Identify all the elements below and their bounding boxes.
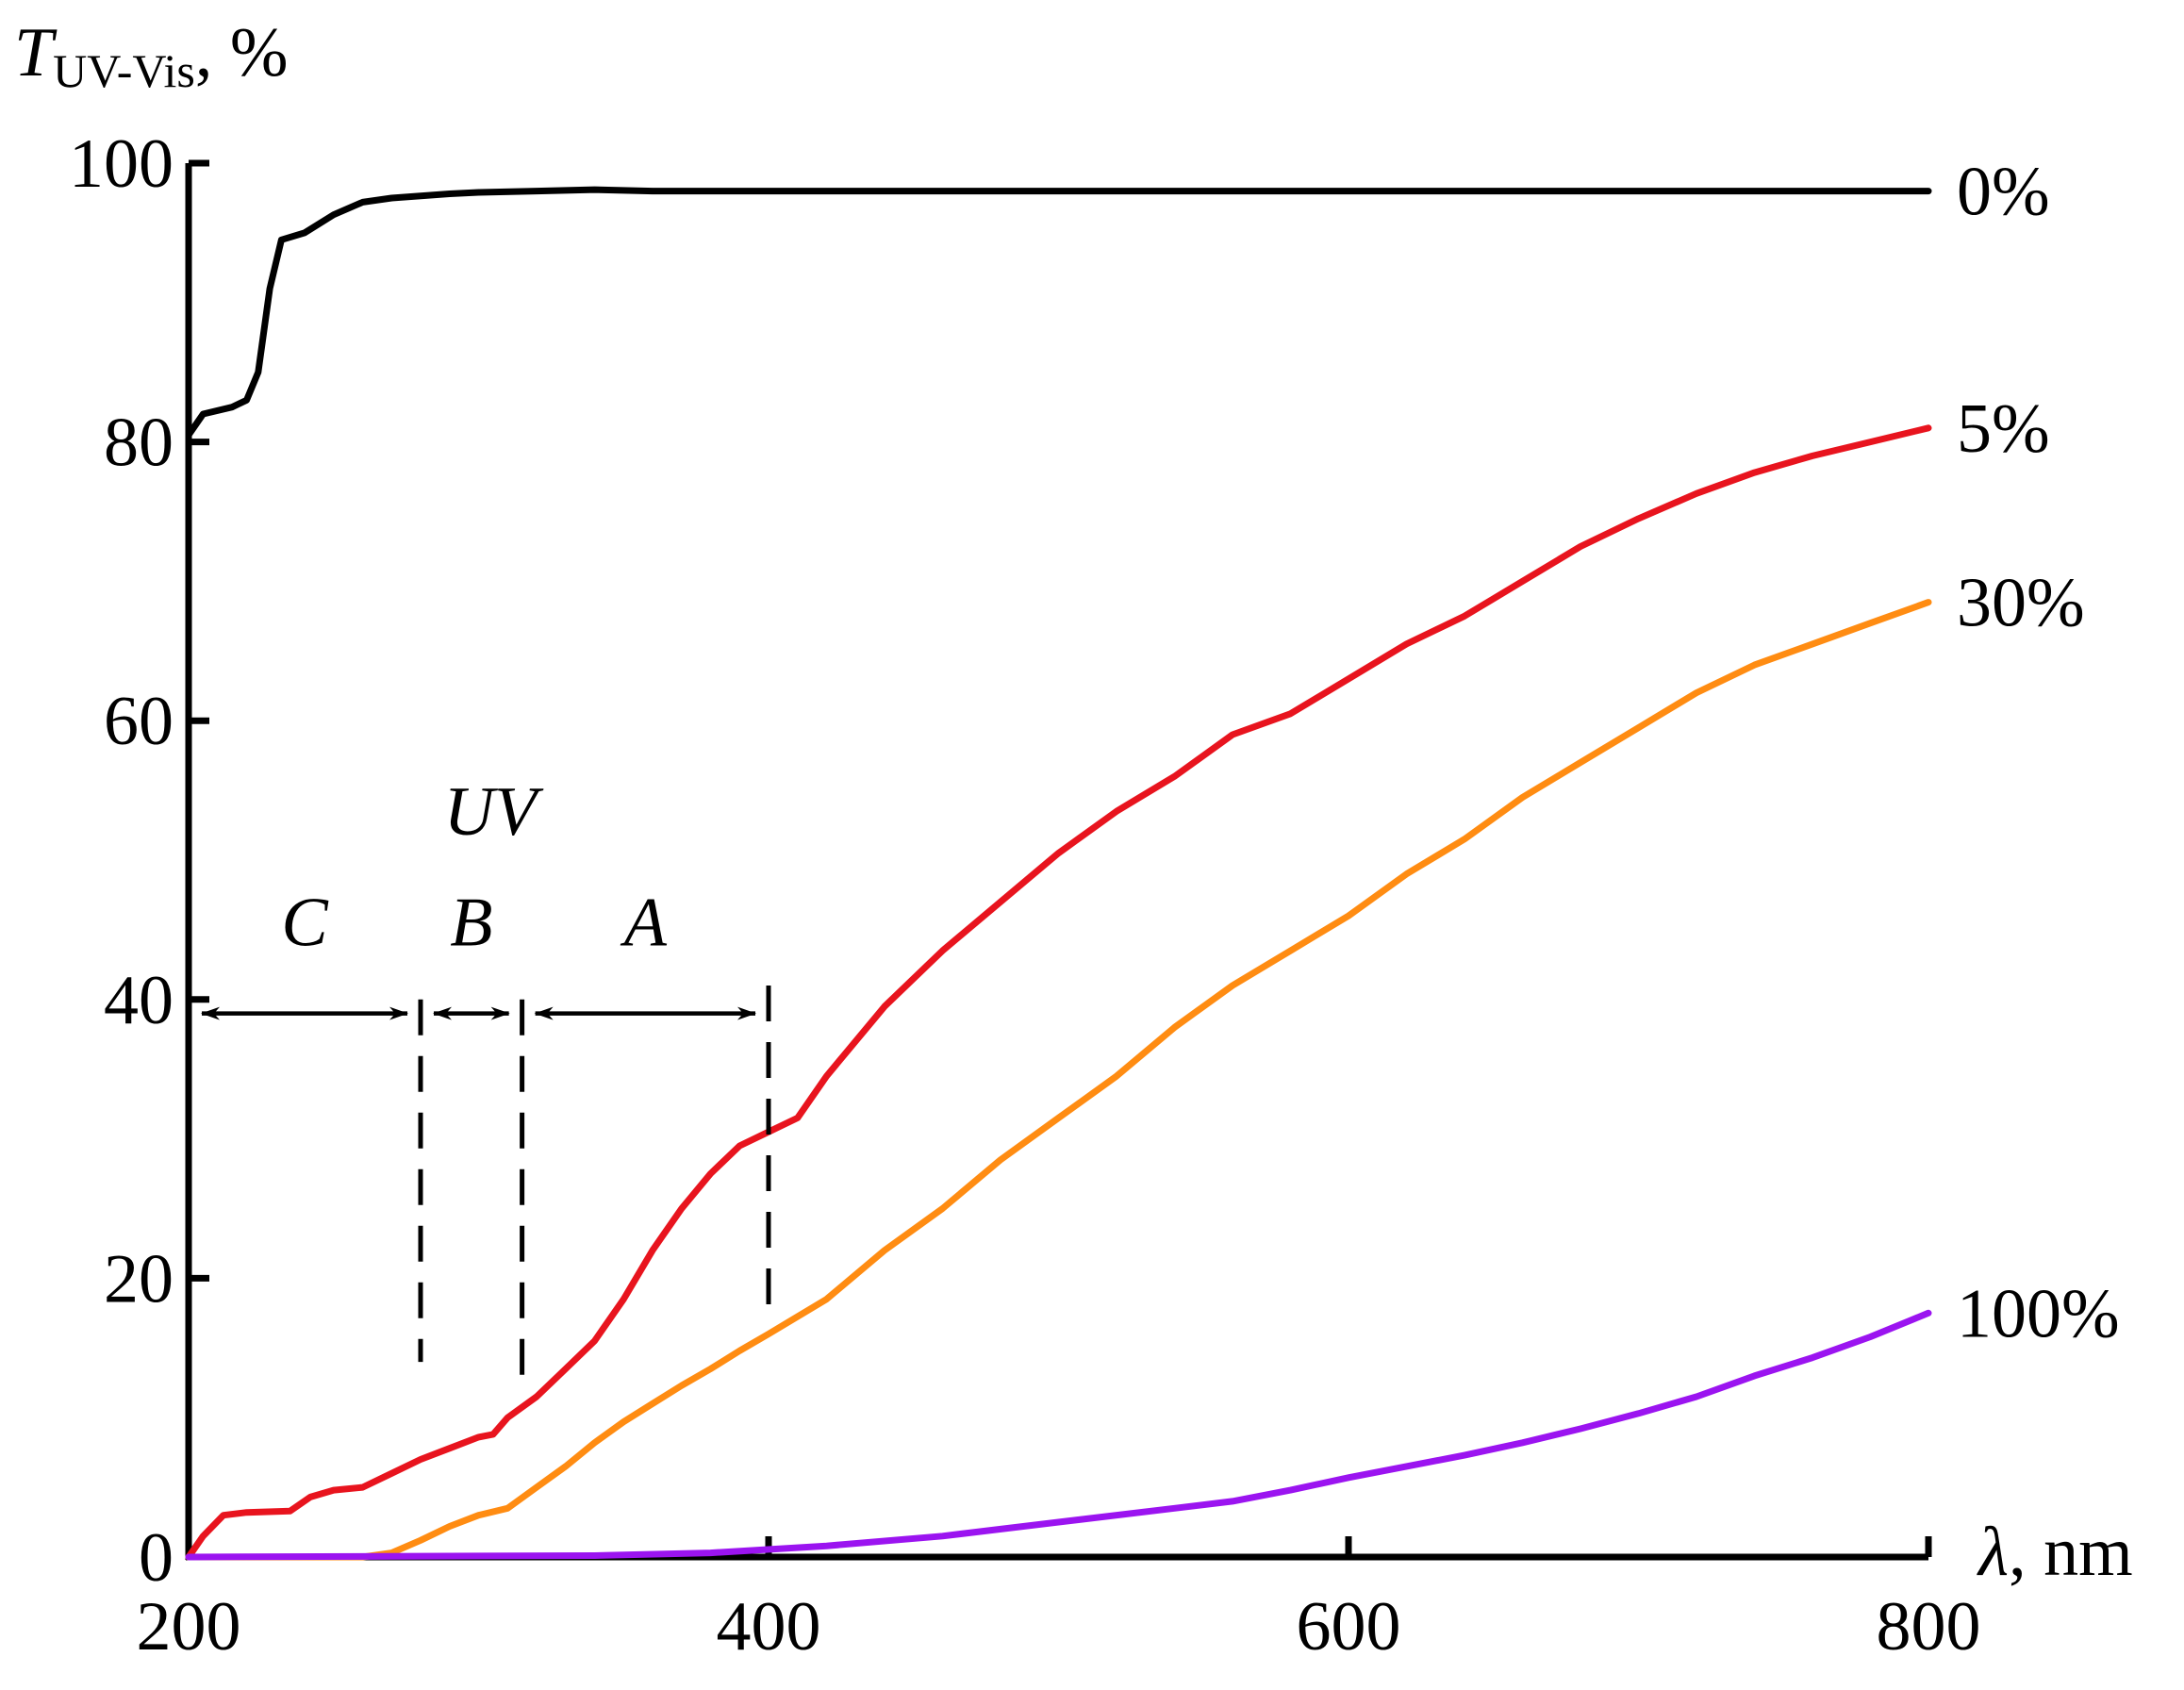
series-label-0pct: 0% [1957,154,2050,231]
x-axis-label: λ, nm [1977,1514,2133,1591]
y-axis-label: TUV-Vis, % [14,14,289,97]
series-label-30pct: 30% [1957,565,2085,642]
x-tick-label: 600 [1297,1588,1401,1665]
region-label-a: A [620,885,668,962]
x-tick-label: 800 [1877,1588,1981,1665]
series-labels: 0% 5% 30% 100% [1957,154,2120,1353]
uv-region-title: UV [444,773,544,851]
series-line-30pct [185,599,1932,1561]
x-tick-label: 200 [137,1588,241,1665]
region-label-b: B [450,885,492,962]
series-label-100pct: 100% [1957,1275,2120,1352]
y-tick-label: 60 [104,683,174,760]
series-lines [185,186,1932,1561]
series-label-5pct: 5% [1957,390,2050,468]
series-line-0pct [185,186,1932,439]
x-tick-label: 400 [717,1588,821,1665]
region-label-c: C [281,885,329,962]
series-line-100pct [185,1309,1932,1561]
y-tick-label: 0 [139,1519,174,1597]
y-tick-label: 40 [104,962,174,1039]
axes [185,163,1928,1561]
axis-ticks: 200 400 600 800 0 20 40 60 80 100 [69,125,1981,1665]
series-line-5pct [185,424,1932,1561]
y-tick-label: 100 [69,125,174,203]
y-tick-label: 80 [104,405,174,482]
y-tick-label: 20 [104,1240,174,1317]
